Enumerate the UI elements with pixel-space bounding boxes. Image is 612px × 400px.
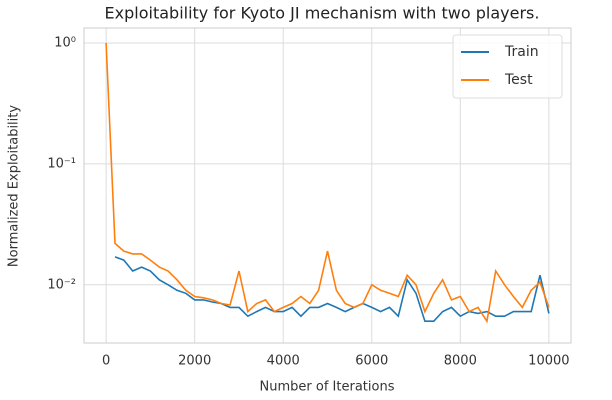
line-series: [114, 256, 550, 322]
x-tick-label: 4000: [267, 354, 300, 369]
y-tick-label: 10⁰: [54, 35, 76, 50]
x-axis-label: Number of Iterations: [260, 380, 395, 395]
x-tick-label: 6000: [355, 354, 388, 369]
x-tick-label: 2000: [178, 354, 211, 369]
legend-label: Test: [504, 72, 533, 88]
legend-box: [452, 34, 563, 99]
plot-frame: [83, 27, 572, 344]
y-tick-label: 10⁻²: [47, 277, 76, 292]
y-tick-label: 10⁻¹: [47, 156, 76, 171]
x-tick-label: 0: [102, 354, 110, 369]
chart-title: Exploitability for Kyoto JI mechanism wi…: [105, 4, 540, 23]
x-tick-label: 8000: [444, 354, 477, 369]
line-series: [105, 42, 550, 324]
x-tick-label: 10000: [528, 354, 569, 369]
legend-label: Train: [504, 44, 539, 60]
y-axis-label: Normalized Exploitability: [7, 105, 22, 267]
